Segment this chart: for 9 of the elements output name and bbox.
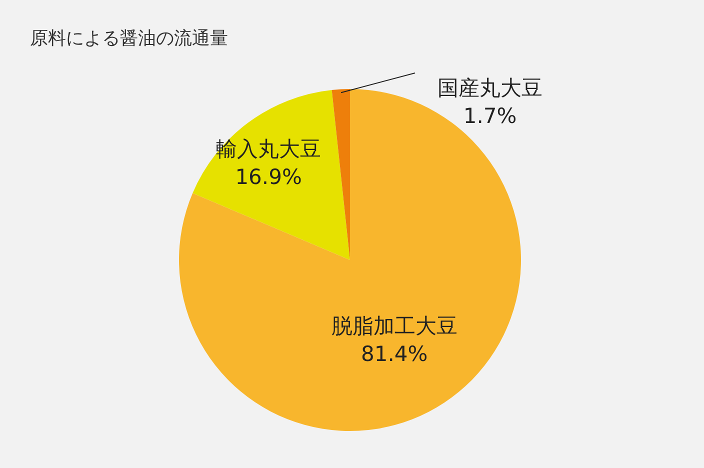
- pie-slice: [332, 89, 350, 260]
- slice-label: 国産丸大豆: [438, 76, 542, 100]
- pie-slice: [192, 90, 350, 260]
- slice-label: 脱脂加工大豆: [331, 314, 458, 338]
- data-label: 16.9%: [235, 165, 302, 190]
- chart-title: 原料による醤油の流通量: [30, 28, 228, 49]
- slice-label: 輸入丸大豆: [216, 137, 322, 162]
- data-label: 1.7%: [463, 104, 517, 128]
- data-label: 81.4%: [360, 342, 428, 366]
